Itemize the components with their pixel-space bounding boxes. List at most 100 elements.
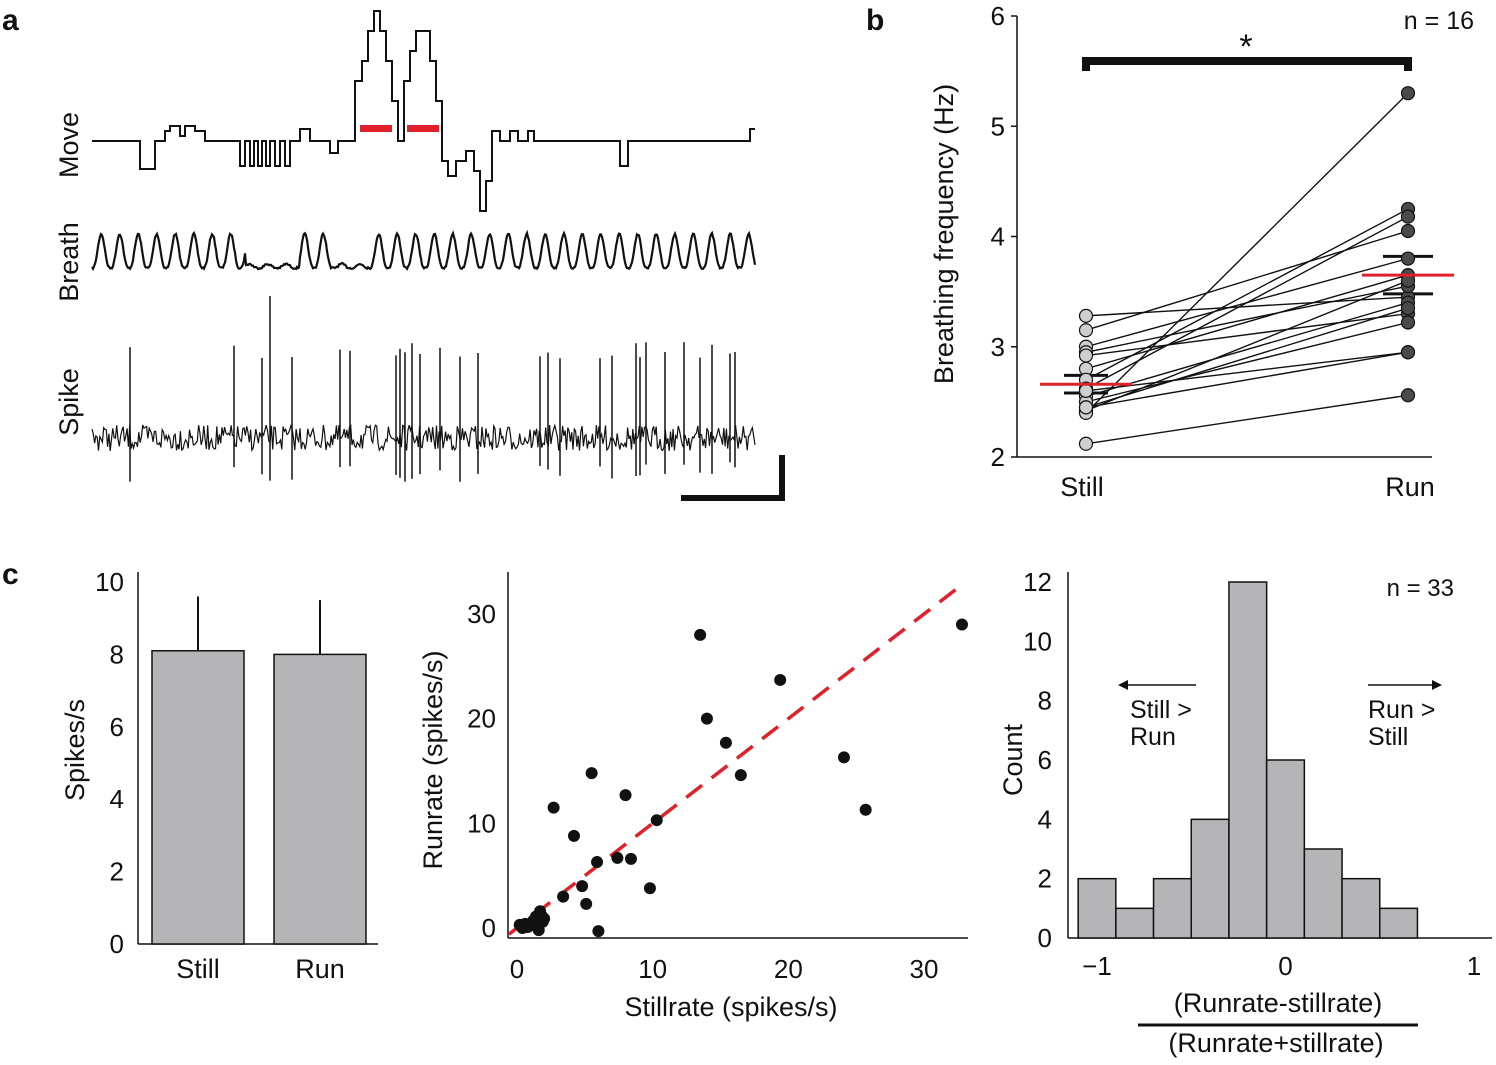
c1-y-tick-label: 0 — [110, 929, 124, 959]
spike-noise-band — [91, 423, 756, 453]
c2-y-tick-label: 20 — [467, 704, 496, 734]
b-significance-star: * — [1239, 28, 1252, 66]
c3-y-tick-label: 2 — [1038, 864, 1052, 894]
b-run-point-13 — [1400, 86, 1416, 101]
b-run-point-8 — [1400, 209, 1416, 224]
c1-x-tick-run: Run — [295, 954, 345, 984]
move-trace — [92, 10, 755, 212]
c3-right-arrow — [1368, 680, 1442, 690]
c3-y-tick-label: 4 — [1038, 804, 1052, 834]
spike-trace — [91, 296, 756, 482]
breathing-frequency-chart: 2 3 4 5 6 — [991, 1, 1454, 472]
c2-point-29 — [734, 769, 747, 782]
c2-y-axis-label: Runrate (spikes/s) — [418, 650, 448, 869]
c2-point-15 — [567, 829, 580, 842]
b-still-point-5 — [1078, 348, 1094, 363]
b-y-tick-label: 2 — [991, 442, 1005, 472]
run-epoch-bar-2 — [407, 125, 439, 132]
run-epoch-bar-1 — [360, 125, 392, 132]
c2-point-20 — [592, 925, 605, 938]
c3-x-label-denominator: (Runrate+stillrate) — [1168, 1028, 1383, 1058]
c2-point-25 — [650, 814, 663, 827]
panel-label-c: c — [2, 558, 19, 591]
c3-y-tick-label: 10 — [1023, 626, 1052, 656]
b-run-point-15 — [1400, 345, 1416, 360]
b-x-tick-still: Still — [1060, 472, 1104, 502]
c1-y-tick-label: 4 — [110, 784, 124, 814]
c2-point-32 — [859, 803, 872, 816]
c1-x-tick-still: Still — [176, 954, 220, 984]
b-y-tick-label: 5 — [991, 111, 1005, 141]
b-pair-line-5 — [1085, 312, 1409, 357]
panel-label-a: a — [2, 4, 19, 37]
c3-y-tick-label: 8 — [1038, 686, 1052, 716]
b-significance-bracket — [1082, 57, 1412, 71]
c3-left-arrow-line1: Still > — [1130, 696, 1192, 724]
c2-x-tick-label: 10 — [638, 954, 667, 984]
b-n-annotation: n = 16 — [1404, 7, 1474, 35]
c3-n-annotation: n = 33 — [1387, 575, 1454, 602]
c2-point-17 — [580, 897, 593, 910]
b-still-point-15 — [1078, 400, 1094, 415]
c2-point-23 — [624, 852, 637, 865]
c3-left-arrow — [1118, 680, 1196, 690]
c3-y-tick-label: 12 — [1023, 567, 1052, 597]
c2-point-33 — [955, 618, 968, 631]
c2-point-21 — [611, 851, 624, 864]
c2-point-31 — [837, 751, 850, 764]
c2-x-tick-label: 0 — [510, 954, 524, 984]
c3-hist-bar-4 — [1190, 818, 1230, 939]
trace-label-breath: Breath — [54, 222, 84, 302]
c3-x-tick-label: −1 — [1082, 951, 1112, 981]
modulation-histogram: 0 2 4 6 8 10 12 −1 0 1 — [1023, 567, 1492, 981]
b-pair-line-15 — [1085, 351, 1409, 409]
b-pair-line-2 — [1085, 230, 1409, 331]
c3-x-tick-label: 1 — [1467, 951, 1481, 981]
c3-hist-bar-6 — [1265, 759, 1306, 939]
c3-hist-bar-3 — [1152, 877, 1193, 939]
b-pair-line-9 — [1085, 301, 1409, 398]
b-pair-line-7 — [1085, 208, 1409, 381]
c2-x-axis-label: Stillrate (spikes/s) — [624, 992, 837, 1022]
b-pair-line-4 — [1085, 285, 1409, 353]
b-y-tick-label: 3 — [991, 332, 1005, 362]
c3-hist-bar-7 — [1303, 848, 1343, 939]
c3-hist-bar-9 — [1379, 907, 1419, 939]
c2-point-14 — [557, 890, 570, 903]
c3-y-tick-label: 0 — [1038, 923, 1052, 953]
c1-y-tick-label: 2 — [110, 857, 124, 887]
c2-point-12 — [538, 912, 551, 925]
b-pair-line-14 — [1085, 351, 1409, 392]
c3-hist-bar-5 — [1228, 581, 1268, 939]
c2-point-22 — [619, 789, 632, 802]
c2-point-30 — [774, 673, 787, 686]
panel-label-b: b — [866, 4, 884, 37]
c3-y-axis-label: Count — [998, 723, 1028, 796]
b-run-point-2 — [1400, 223, 1416, 239]
c1-bar-still — [151, 650, 245, 945]
trace-label-spike: Spike — [54, 368, 84, 436]
c3-x-tick-label: 0 — [1278, 951, 1292, 981]
c2-point-13 — [547, 801, 560, 814]
breath-trace — [91, 229, 757, 272]
b-pair-line-12 — [1085, 279, 1409, 412]
c3-hist-bar-2 — [1115, 907, 1155, 939]
c2-point-18 — [585, 767, 598, 780]
b-still-point-16 — [1078, 436, 1094, 451]
trace-label-move: Move — [54, 112, 84, 178]
b-still-point-1 — [1078, 308, 1094, 323]
c2-point-26 — [694, 628, 707, 641]
c2-point-28 — [719, 736, 732, 749]
b-run-point-16 — [1400, 388, 1416, 403]
c2-point-19 — [591, 856, 604, 869]
c1-y-axis-label: Spikes/s — [60, 699, 90, 801]
spike-rate-bar-chart: 0 2 4 6 8 10 — [95, 567, 378, 959]
c2-x-tick-label: 20 — [774, 954, 803, 984]
b-run-point-3 — [1400, 251, 1416, 266]
c2-y-tick-label: 0 — [482, 913, 496, 943]
c1-bar-run — [273, 653, 367, 945]
b-y-tick-label: 6 — [991, 1, 1005, 31]
c3-y-tick-label: 6 — [1038, 745, 1052, 775]
b-pair-line-16 — [1085, 394, 1409, 445]
c3-x-label-numerator: (Runrate-stillrate) — [1174, 988, 1383, 1018]
